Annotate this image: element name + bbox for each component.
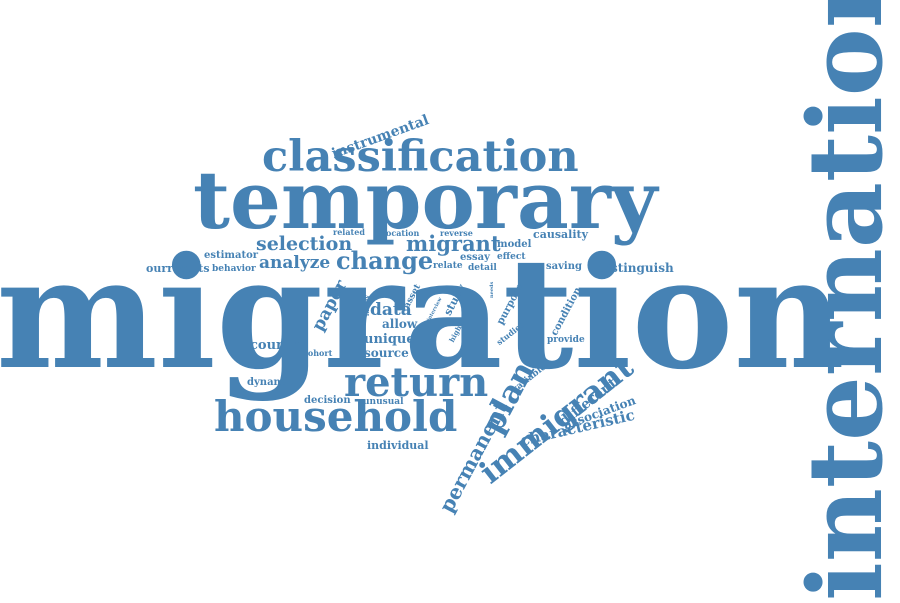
word-essay: essay (460, 252, 490, 263)
word-unique: unique (364, 332, 415, 347)
word-allow: allow (382, 317, 418, 331)
word-individual: individual (367, 439, 429, 452)
word-selection: selection (256, 233, 353, 255)
word-data: data (370, 300, 412, 320)
word-model: model (497, 239, 532, 250)
word-migrant: migrant (406, 231, 501, 256)
word-decision: decision (304, 395, 351, 406)
word-analyze: analyze (259, 253, 331, 273)
word-reverse: reverse (440, 228, 473, 238)
word-family: family (364, 295, 371, 316)
word-migration: migration (0, 224, 845, 404)
word-provide: provide (547, 335, 585, 345)
word-needs: needs (489, 281, 495, 298)
word-return: return (344, 359, 489, 406)
word-international: international (786, 0, 900, 601)
word-location: location (383, 228, 420, 238)
word-effect: effect (497, 252, 526, 262)
word-classification: classification (262, 132, 579, 182)
word-ourresults: ourresults (146, 262, 210, 275)
word-causality: causality (533, 228, 588, 241)
word-unusual: unusual (363, 397, 404, 407)
word-source: source (364, 346, 409, 360)
word-household: household (214, 392, 458, 441)
word-related: related (333, 227, 365, 237)
word-distinguish: distinguish (598, 261, 674, 275)
word-temporary: temporary (193, 153, 658, 247)
word-dynamic: dynamic (247, 377, 295, 388)
word-saving: saving (546, 261, 582, 272)
word-change: change (336, 246, 434, 275)
word-estimator: estimator (204, 250, 259, 261)
word-country: country (250, 338, 306, 353)
word-detail: detail (468, 263, 497, 273)
word-behavior: behavior (212, 264, 256, 274)
word-relate: relate (433, 261, 463, 271)
word-cohort: cohort (303, 348, 333, 358)
